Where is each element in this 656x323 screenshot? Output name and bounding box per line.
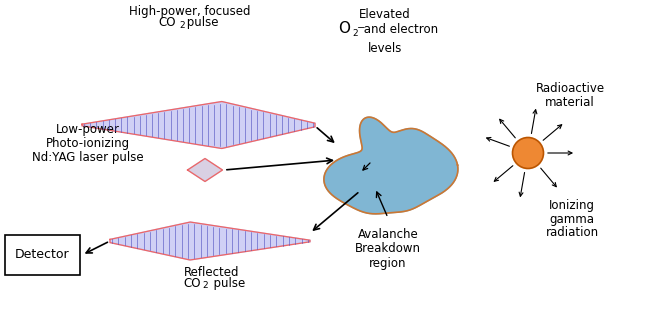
Text: Photo-ionizing: Photo-ionizing	[46, 138, 130, 151]
Text: Avalanche: Avalanche	[358, 228, 419, 242]
Text: region: region	[369, 256, 407, 269]
Text: 2: 2	[180, 20, 185, 29]
Text: pulse: pulse	[183, 16, 218, 29]
Polygon shape	[110, 222, 310, 260]
Text: pulse: pulse	[206, 277, 245, 290]
Text: High-power, focused: High-power, focused	[129, 5, 251, 17]
Text: gamma: gamma	[550, 213, 594, 225]
Text: Reflected: Reflected	[184, 266, 239, 279]
Text: Low-power: Low-power	[56, 123, 120, 137]
Text: −: −	[356, 23, 365, 33]
Text: material: material	[545, 96, 595, 109]
Text: Ionizing: Ionizing	[549, 199, 595, 212]
Polygon shape	[188, 159, 222, 182]
Text: Breakdown: Breakdown	[355, 243, 421, 255]
Text: Nd:YAG laser pulse: Nd:YAG laser pulse	[32, 151, 144, 164]
Text: Radioactive: Radioactive	[535, 81, 605, 95]
Text: Detector: Detector	[15, 248, 70, 262]
Circle shape	[512, 138, 544, 169]
Polygon shape	[324, 117, 458, 214]
Text: 2: 2	[203, 282, 208, 290]
FancyBboxPatch shape	[5, 235, 80, 275]
Polygon shape	[82, 101, 315, 149]
Text: 2: 2	[352, 28, 358, 37]
Text: levels: levels	[368, 43, 402, 56]
Text: Elevated: Elevated	[359, 8, 411, 22]
Text: CO: CO	[183, 277, 201, 290]
Text: and electron: and electron	[360, 23, 438, 36]
Text: CO: CO	[158, 16, 176, 29]
Text: radiation: radiation	[545, 226, 598, 239]
Text: O: O	[338, 21, 350, 36]
